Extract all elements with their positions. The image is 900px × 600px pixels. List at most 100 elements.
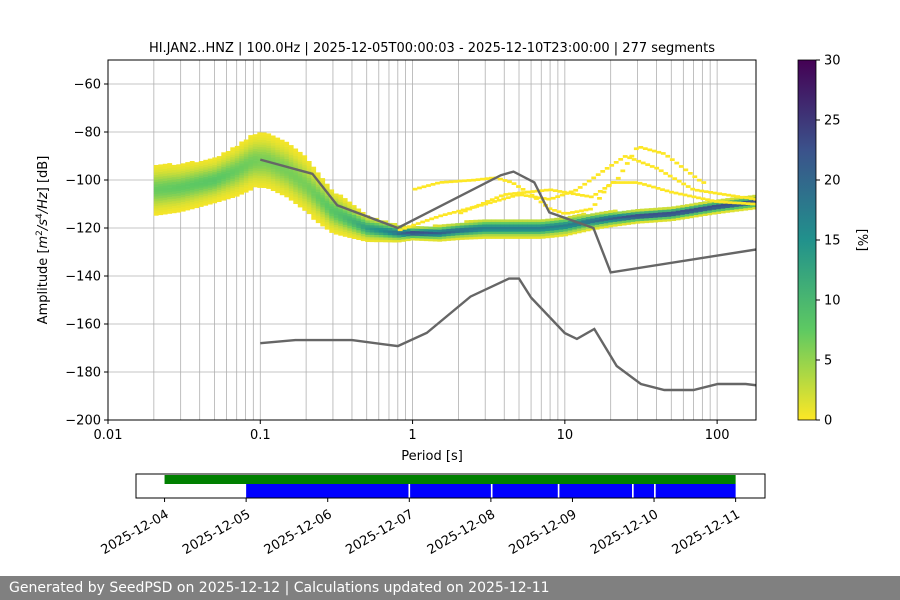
ppsd-outlier-cell — [480, 177, 485, 181]
ppsd-cell — [306, 206, 312, 210]
ppsd-cell — [342, 226, 348, 230]
ppsd-cell — [752, 206, 756, 210]
ppsd-cell — [216, 196, 222, 200]
ppsd-outlier-cell — [600, 170, 606, 173]
ppsd-cell — [266, 171, 272, 175]
ppsd-cell — [189, 170, 195, 174]
ppsd-cell — [576, 223, 582, 227]
ppsd-cell — [221, 152, 227, 155]
ppsd-cell — [378, 239, 384, 243]
ppsd-outlier-cell — [411, 223, 417, 227]
ppsd-cell — [306, 182, 312, 186]
ppsd-cell — [374, 225, 380, 228]
ppsd-cell — [234, 193, 240, 197]
ppsd-cell — [315, 189, 321, 192]
ppsd-cell — [257, 144, 263, 148]
ppsd-cell — [302, 186, 308, 190]
ppsd-cell — [225, 160, 231, 164]
ppsd-cell — [599, 221, 605, 224]
ppsd-outlier-cell — [453, 180, 458, 183]
ppsd-cell — [459, 230, 465, 233]
ppsd-outlier-cell — [633, 181, 638, 184]
ppsd-cell — [338, 221, 344, 224]
ppsd-cell — [630, 212, 636, 215]
ppsd-cell — [261, 166, 267, 169]
ppsd-cell — [392, 223, 398, 226]
ppsd-outlier-cell — [489, 198, 495, 201]
ppsd-cell — [342, 198, 348, 201]
ppsd-cell — [207, 194, 213, 198]
ppsd-cell — [311, 214, 317, 218]
ppsd-cell — [225, 182, 231, 185]
ppsd-cell — [311, 197, 317, 201]
ppsd-cell — [378, 234, 384, 238]
ppsd-cell — [585, 219, 591, 222]
ppsd-cell — [464, 232, 470, 235]
ppsd-cell — [513, 231, 519, 235]
ppsd-cell — [284, 175, 290, 179]
noise-models — [259, 158, 756, 392]
ppsd-cell — [347, 232, 353, 236]
ppsd-cell — [158, 198, 164, 201]
ppsd-cell — [423, 233, 429, 237]
ppsd-outlier-cell — [714, 200, 719, 203]
ppsd-cell — [302, 176, 308, 180]
ppsd-cell — [261, 132, 267, 136]
ppsd-cell — [585, 221, 591, 225]
ppsd-outlier-cell — [663, 172, 669, 175]
ppsd-cell — [581, 212, 587, 216]
ppsd-outlier-cell — [402, 226, 408, 230]
ppsd-cell — [243, 139, 249, 143]
ppsd-cell — [644, 213, 650, 216]
ppsd-cell — [648, 217, 654, 221]
ppsd-cell — [275, 149, 281, 153]
ppsd-cell — [203, 169, 209, 173]
ppsd-cell — [315, 203, 321, 207]
ppsd-cell — [360, 236, 366, 239]
ppsd-cell — [261, 156, 267, 160]
ppsd-cell — [243, 185, 249, 188]
ppsd-cell — [302, 174, 308, 178]
ppsd-cell — [153, 210, 159, 214]
ppsd-cell — [311, 193, 317, 196]
ppsd-cell — [716, 204, 722, 207]
ppsd-cell — [468, 227, 474, 230]
ppsd-cell — [221, 197, 227, 201]
ppsd-cell — [752, 199, 756, 203]
ppsd-cell — [261, 137, 267, 140]
ppsd-cell — [599, 211, 605, 215]
ppsd-cell — [257, 175, 263, 179]
ppsd-outlier-cell — [665, 154, 671, 158]
ppsd-cell — [194, 174, 200, 177]
ppsd-cell — [333, 224, 339, 228]
ppsd-cell — [576, 218, 582, 222]
ppsd-outlier-cell — [691, 195, 697, 199]
ppsd-cell — [207, 182, 213, 186]
ppsd-cell — [608, 224, 614, 228]
ppsd-cell — [608, 210, 614, 213]
ppsd-outlier-cell — [541, 197, 547, 200]
ppsd-cell — [257, 151, 263, 155]
ppsd-cell — [230, 164, 236, 167]
ppsd-cell — [293, 148, 299, 152]
ppsd-cell — [252, 184, 258, 188]
ppsd-cell — [270, 140, 276, 143]
ppsd-cell — [522, 226, 528, 230]
ppsd-cell — [311, 178, 317, 182]
ppsd-cell — [225, 179, 231, 183]
ppsd-cell — [626, 212, 632, 216]
ppsd-cell — [729, 197, 735, 201]
ppsd-cell — [342, 219, 348, 223]
ppsd-cell — [207, 180, 213, 183]
ppsd-cell — [221, 178, 227, 182]
ppsd-cell — [198, 199, 204, 203]
ppsd-outlier-cell — [597, 190, 603, 193]
ppsd-cell — [194, 195, 200, 199]
ppsd-cell — [522, 219, 528, 223]
ppsd-outlier-cell — [583, 208, 589, 212]
ppsd-cell — [212, 183, 218, 187]
ppsd-cell — [545, 218, 551, 222]
ppsd-cell — [297, 156, 303, 160]
ppsd-cell — [248, 166, 254, 169]
ppsd-cell — [297, 180, 303, 184]
